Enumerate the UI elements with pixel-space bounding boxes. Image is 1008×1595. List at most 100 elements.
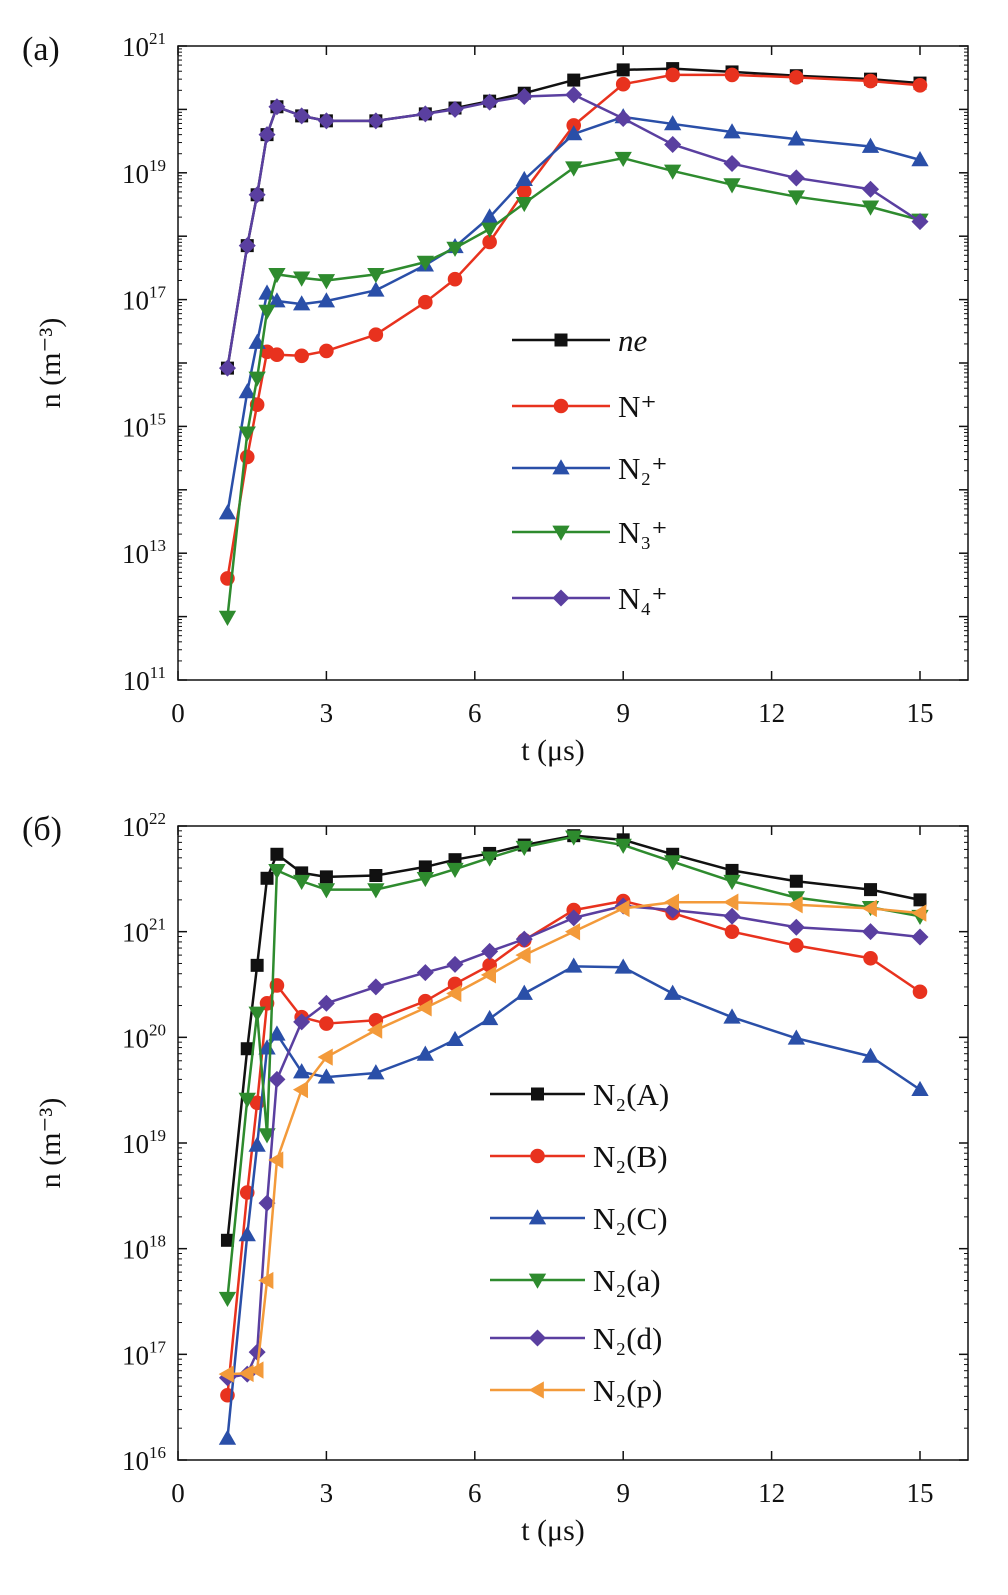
y-tick-exponent: 17 <box>149 283 167 302</box>
data-point <box>861 137 880 153</box>
y-tick-label: 1019 <box>122 156 166 189</box>
data-point <box>862 923 880 941</box>
data-point <box>418 860 432 874</box>
y-tick-exponent: 22 <box>149 809 166 828</box>
data-point <box>515 170 533 186</box>
legend-entry: N⁺ <box>512 389 657 424</box>
data-point <box>293 295 311 311</box>
series-line <box>226 156 921 618</box>
data-point <box>293 1013 311 1031</box>
data-point <box>248 1006 266 1022</box>
data-point <box>789 938 804 953</box>
data-point <box>258 1194 276 1212</box>
y-tick-label: 1018 <box>122 1232 166 1265</box>
y-tick-label: 1016 <box>122 1443 166 1476</box>
data-point <box>787 1029 805 1045</box>
data-point <box>367 281 385 297</box>
legend-marker <box>528 1381 544 1399</box>
data-point <box>515 840 533 857</box>
y-axis-label: n (m⁻³) <box>34 1098 67 1189</box>
legend-entry: N₂(d) <box>490 1321 662 1356</box>
data-point <box>218 1365 234 1383</box>
data-point <box>416 255 434 271</box>
series-4 <box>218 897 929 1387</box>
x-tick-label: 12 <box>758 1478 785 1508</box>
legend-label: N₃⁺ <box>618 515 668 550</box>
data-point <box>269 347 285 363</box>
data-point <box>863 73 878 89</box>
data-point <box>367 978 385 996</box>
data-point <box>317 1068 336 1084</box>
data-point <box>665 67 680 83</box>
data-point <box>294 348 309 364</box>
y-tick-label: 1011 <box>123 663 166 696</box>
y-tick-base: 10 <box>122 539 149 569</box>
x-tick-label: 6 <box>468 698 482 728</box>
data-point <box>238 237 256 255</box>
data-point <box>565 909 583 927</box>
panel-label: (a) <box>22 31 60 68</box>
legend-label: N₂(B) <box>593 1139 668 1174</box>
legend-label: N₄⁺ <box>618 581 668 616</box>
data-point <box>480 1009 499 1026</box>
y-tick-base: 10 <box>122 1129 149 1159</box>
legend-entry: N₂⁺ <box>512 451 668 486</box>
data-point <box>260 871 274 885</box>
y-tick-exponent: 11 <box>150 663 166 682</box>
data-point <box>218 1291 237 1307</box>
legend-entry: ne <box>512 323 648 358</box>
y-tick-base: 10 <box>122 1446 149 1476</box>
y-tick-label: 1020 <box>122 1020 166 1053</box>
series-line <box>226 965 921 1439</box>
legend-entry: N₂(p) <box>490 1373 662 1408</box>
series-line <box>226 73 921 579</box>
data-point <box>787 190 805 206</box>
series-0 <box>220 62 927 375</box>
y-tick-base: 10 <box>122 1023 149 1053</box>
y-tick-exponent: 17 <box>149 1337 167 1356</box>
data-point <box>218 1429 237 1445</box>
y-tick-label: 1022 <box>122 809 166 842</box>
data-point <box>664 855 682 871</box>
series-1 <box>220 67 928 586</box>
series-2 <box>218 957 929 1445</box>
data-point <box>218 504 237 520</box>
data-point <box>864 883 878 897</box>
legend-label: N₂(d) <box>593 1321 662 1356</box>
x-axis-label: t (μs) <box>521 734 585 767</box>
data-point <box>564 923 581 941</box>
data-point <box>258 1271 274 1290</box>
data-point <box>248 186 266 204</box>
data-point <box>248 1361 264 1379</box>
legend-label: N⁺ <box>618 389 657 424</box>
data-point <box>912 77 928 93</box>
data-point <box>663 893 680 911</box>
data-point <box>258 304 276 320</box>
legend-label: N₂(a) <box>593 1263 661 1298</box>
y-tick-base: 10 <box>122 286 149 316</box>
data-point <box>614 109 632 127</box>
data-point <box>723 1008 741 1024</box>
y-tick-label: 1017 <box>122 1337 167 1370</box>
data-point <box>218 610 237 626</box>
data-point <box>614 958 632 974</box>
y-tick-exponent: 15 <box>149 409 166 428</box>
data-point <box>268 268 286 284</box>
data-point <box>515 196 533 213</box>
data-point <box>268 864 286 880</box>
panel-label: (б) <box>22 811 62 848</box>
legend-entry: N₃⁺ <box>512 515 668 550</box>
y-tick-exponent: 19 <box>149 1126 166 1145</box>
y-tick-exponent: 18 <box>149 1232 166 1251</box>
legend-marker <box>528 1209 547 1225</box>
legend-marker <box>528 1329 547 1347</box>
data-point <box>664 984 682 1000</box>
data-point <box>789 70 804 85</box>
data-point <box>664 135 682 153</box>
data-point <box>567 73 581 87</box>
data-point <box>481 942 499 960</box>
data-point <box>480 222 499 238</box>
data-point <box>565 161 583 177</box>
data-point <box>293 271 311 287</box>
data-point <box>319 343 334 359</box>
